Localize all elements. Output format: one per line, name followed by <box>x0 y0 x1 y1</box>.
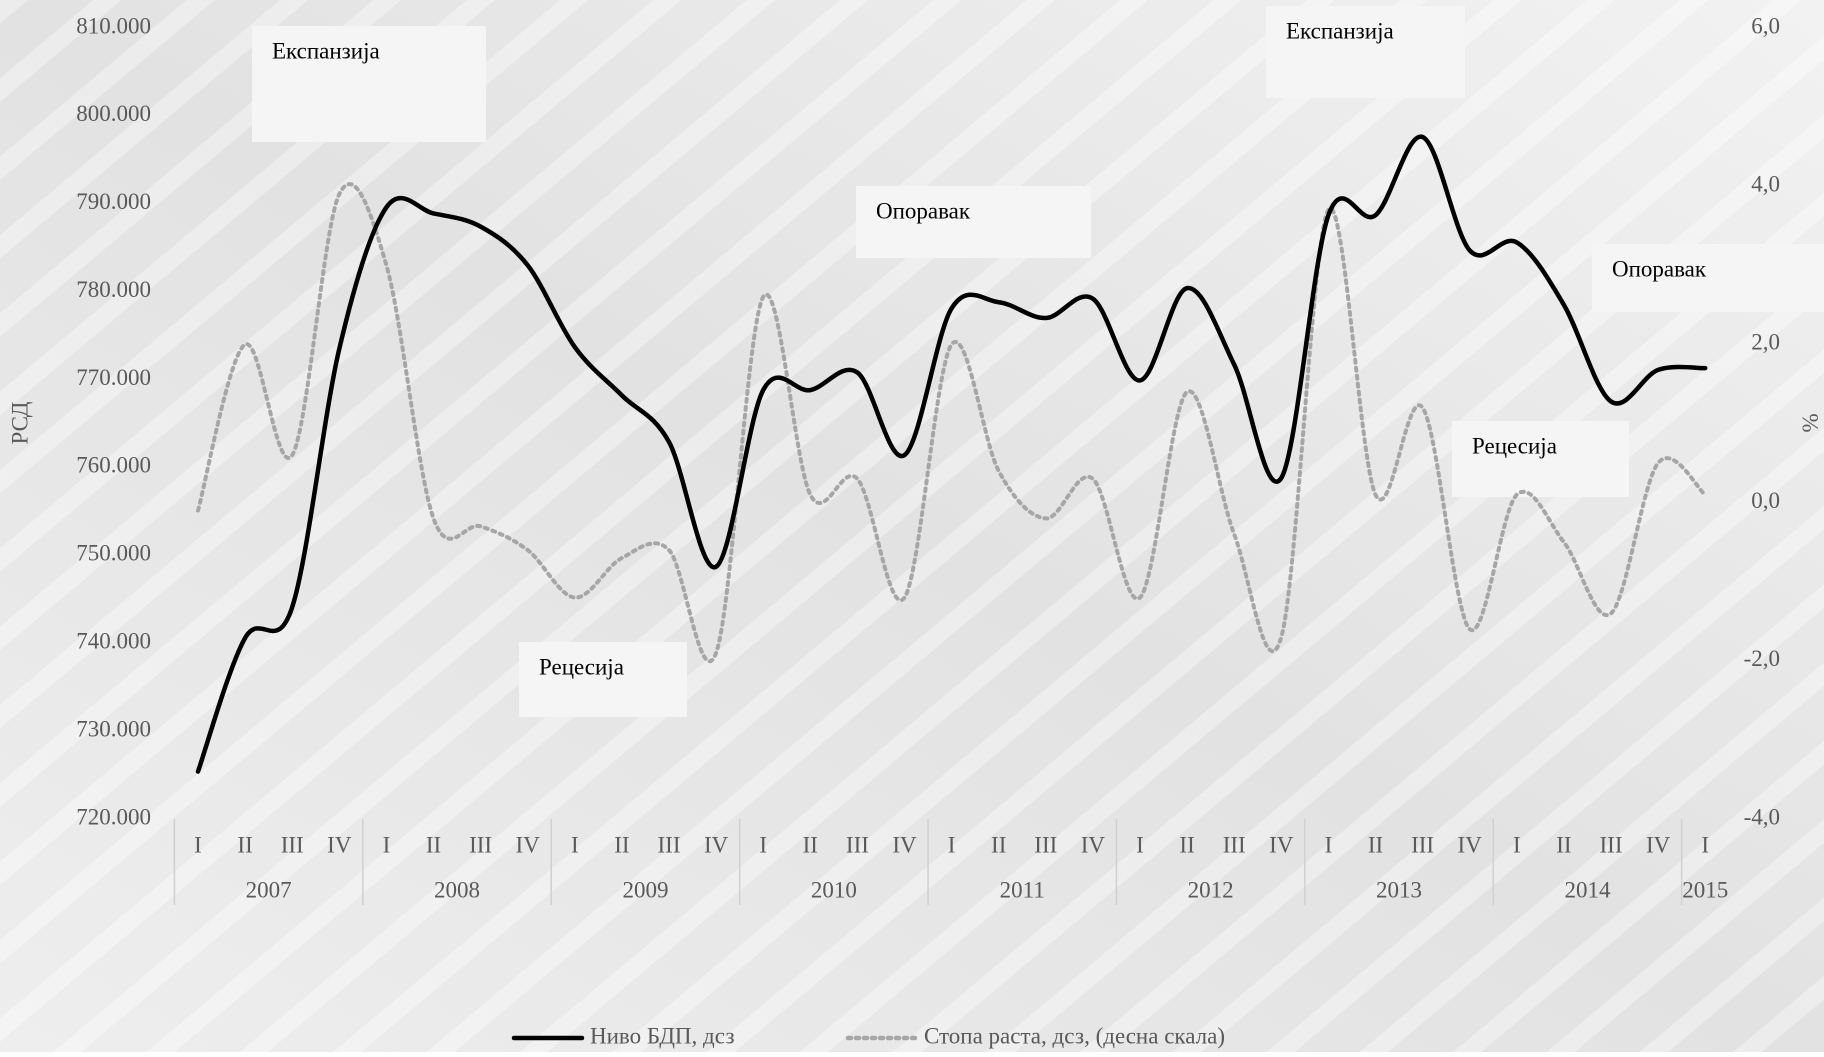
x-tick-label: II <box>614 832 629 857</box>
x-tick-label: I <box>1513 832 1521 857</box>
y-tick-label: 750.000 <box>76 541 151 566</box>
x-tick-label: IV <box>1269 832 1294 857</box>
x-tick-label: I <box>1136 832 1144 857</box>
y-tick-label: 770.000 <box>76 365 151 390</box>
x-tick-label: II <box>991 832 1006 857</box>
y2-tick-label: 6,0 <box>1751 13 1780 38</box>
series-line <box>195 134 1708 774</box>
y2-tick-label: -2,0 <box>1744 646 1780 671</box>
y2-tick-label: 4,0 <box>1751 171 1780 196</box>
y-tick-label: 740.000 <box>76 629 151 654</box>
x-tick-label: II <box>1368 832 1383 857</box>
x-tick-label: III <box>846 832 869 857</box>
x-tick-label: III <box>281 832 304 857</box>
year-label: 2012 <box>1188 877 1234 902</box>
year-label: 2015 <box>1682 877 1728 902</box>
x-tick-label: IV <box>1081 832 1106 857</box>
x-tick-label: II <box>237 832 252 857</box>
y2-axis-title: % <box>1798 413 1823 432</box>
legend-label: Ниво БДП, дсз <box>590 1023 735 1048</box>
year-label: 2008 <box>434 877 480 902</box>
x-tick-label: II <box>426 832 441 857</box>
annotation: Опоравак <box>1612 256 1707 281</box>
y-tick-label: 760.000 <box>76 453 151 478</box>
x-tick-label: IV <box>1646 832 1671 857</box>
x-tick-label: I <box>1701 832 1709 857</box>
x-tick-label: III <box>1223 832 1246 857</box>
annotation-box <box>519 642 687 717</box>
x-tick-label: IV <box>892 832 917 857</box>
x-tick-label: II <box>1179 832 1194 857</box>
annotation-box <box>1266 6 1465 98</box>
x-tick-label: III <box>1034 832 1057 857</box>
year-label: 2014 <box>1564 877 1611 902</box>
y-tick-label: 720.000 <box>76 804 151 829</box>
x-tick-label: II <box>1556 832 1571 857</box>
x-tick-label: III <box>658 832 681 857</box>
x-tick-label: III <box>469 832 492 857</box>
x-tick-label: IV <box>327 832 352 857</box>
annotation: Рецесија <box>539 654 624 679</box>
year-label: 2013 <box>1376 877 1422 902</box>
year-label: 2007 <box>246 877 292 902</box>
x-tick-label: I <box>1325 832 1333 857</box>
y2-tick-label: 0,0 <box>1751 488 1780 513</box>
x-tick-label: I <box>759 832 767 857</box>
x-tick-label: I <box>194 832 202 857</box>
annotation: Рецесија <box>1472 433 1557 458</box>
x-tick-label: IV <box>516 832 541 857</box>
y2-tick-label: -4,0 <box>1744 804 1780 829</box>
y-tick-label: 810.000 <box>76 13 151 38</box>
annotation-box <box>252 26 486 142</box>
y-tick-label: 730.000 <box>76 716 151 741</box>
x-tick-label: I <box>948 832 956 857</box>
x-tick-label: III <box>1600 832 1623 857</box>
y-tick-label: 780.000 <box>76 277 151 302</box>
annotation-box <box>1592 244 1824 312</box>
legend-label: Стопа раста, дсз, (десна скала) <box>924 1023 1225 1048</box>
x-tick-label: I <box>571 832 579 857</box>
x-tick-label: IV <box>704 832 729 857</box>
annotation: Експанзија <box>272 38 380 63</box>
x-tick-label: III <box>1411 832 1434 857</box>
year-label: 2010 <box>811 877 857 902</box>
y-axis-title: РСД <box>7 401 32 444</box>
annotation: Опоравак <box>876 198 971 223</box>
annotation-box <box>856 186 1091 258</box>
x-tick-label: I <box>383 832 391 857</box>
series-line <box>196 182 1708 664</box>
year-label: 2011 <box>1000 877 1045 902</box>
year-label: 2009 <box>622 877 668 902</box>
y-tick-label: 790.000 <box>76 189 151 214</box>
y2-tick-label: 2,0 <box>1751 330 1780 355</box>
annotation-box <box>1452 421 1629 497</box>
x-tick-label: II <box>803 832 818 857</box>
y-tick-label: 800.000 <box>76 101 151 126</box>
x-tick-label: IV <box>1458 832 1483 857</box>
annotation: Експанзија <box>1286 18 1394 43</box>
